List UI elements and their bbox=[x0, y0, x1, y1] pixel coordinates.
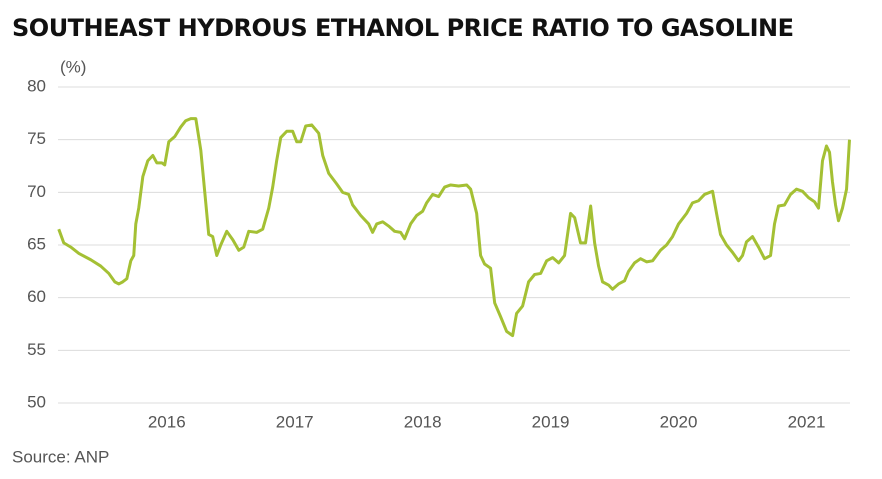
y-tick-label: 60 bbox=[27, 287, 46, 306]
x-tick-label: 2020 bbox=[660, 412, 698, 431]
y-tick-label: 70 bbox=[27, 182, 46, 201]
y-tick-label: 65 bbox=[27, 234, 46, 253]
chart-title: SOUTHEAST HYDROUS ETHANOL PRICE RATIO TO… bbox=[12, 14, 793, 42]
x-tick-label: 2017 bbox=[276, 412, 314, 431]
source-note: Source: ANP bbox=[12, 447, 109, 466]
x-tick-label: 2018 bbox=[404, 412, 442, 431]
x-tick-label: 2016 bbox=[148, 412, 186, 431]
data-line bbox=[57, 117, 851, 338]
y-tick-label: 75 bbox=[27, 129, 46, 148]
y-tick-label: 80 bbox=[27, 76, 46, 95]
y-tick-label: 55 bbox=[27, 340, 46, 359]
y-axis-label: (%) bbox=[60, 57, 86, 76]
x-tick-label: 2019 bbox=[532, 412, 570, 431]
y-tick-label: 50 bbox=[27, 392, 46, 411]
x-tick-label: 2021 bbox=[788, 412, 826, 431]
